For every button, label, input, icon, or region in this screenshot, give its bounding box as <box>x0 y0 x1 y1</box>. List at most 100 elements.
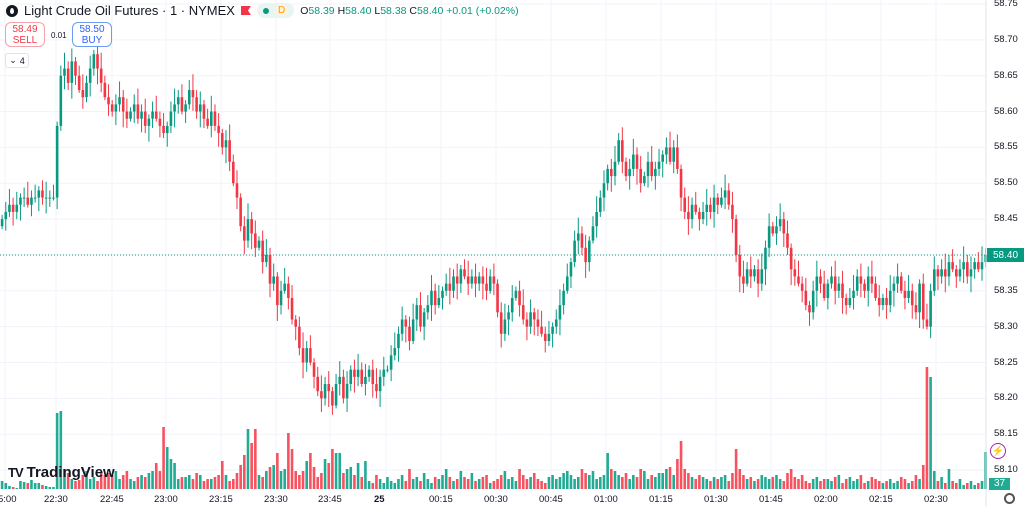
volume-bar <box>646 479 650 489</box>
volume-bar <box>947 469 951 489</box>
volume-bar <box>121 475 125 489</box>
volume-bar <box>33 483 37 489</box>
candle-body <box>367 369 371 377</box>
volume-bar <box>918 479 921 489</box>
volume-bar <box>951 481 954 489</box>
volume-bar <box>375 475 378 489</box>
volume-bar <box>565 471 569 489</box>
volume-bar <box>786 473 789 489</box>
candle-body <box>441 290 444 298</box>
volume-bar <box>444 469 448 489</box>
candle-body <box>0 219 4 227</box>
candle-body <box>951 262 954 270</box>
volume-bar <box>921 465 925 489</box>
market-status[interactable]: D <box>256 3 295 18</box>
price-tick: 58.65 <box>994 69 1018 81</box>
candle-body <box>514 290 518 298</box>
volume-bar <box>709 481 712 489</box>
volume-bar <box>639 469 642 489</box>
candle-body <box>397 333 400 349</box>
time-tick: 23:15 <box>209 494 233 505</box>
candle-body <box>731 204 734 220</box>
candle-body <box>866 276 870 291</box>
volume-bar <box>903 479 907 489</box>
volume-bar <box>433 477 437 489</box>
candle-body <box>154 111 158 119</box>
time-tick: 22:45 <box>100 494 124 505</box>
volume-bar <box>81 475 85 489</box>
candle-body <box>184 104 187 112</box>
settings-gear-icon[interactable] <box>1004 493 1015 504</box>
time-tick: 23:45 <box>318 494 342 505</box>
candle-body <box>496 283 499 313</box>
candle-body <box>969 269 973 277</box>
volume-bar <box>265 471 268 489</box>
volume-bar <box>173 463 176 489</box>
volume-bar <box>940 477 943 489</box>
candle-body <box>217 125 220 134</box>
candle-body <box>855 276 859 291</box>
indicators-toggle[interactable]: ⌄ 4 <box>5 53 29 68</box>
time-tick: 25 <box>374 494 385 505</box>
candle-body <box>646 161 650 177</box>
time-tick: 01:15 <box>649 494 673 505</box>
candle-body <box>753 269 756 277</box>
sell-button[interactable]: 58.49 SELL <box>5 22 45 47</box>
symbol-title[interactable]: Light Crude Oil Futures · 1 · NYMEX <box>24 3 235 18</box>
candle-body <box>676 147 679 169</box>
volume-bar <box>393 483 397 489</box>
candle-body <box>738 254 742 277</box>
candle-body <box>107 97 110 105</box>
candle-body <box>830 276 833 284</box>
candle-body <box>129 111 132 119</box>
volume-bar <box>59 411 63 489</box>
time-tick: 23:30 <box>264 494 288 505</box>
ohlc-values: O58.39 H58.40 L58.38 C58.40 +0.01 (+0.02… <box>300 5 518 17</box>
candle-body <box>180 97 184 112</box>
candle-body <box>77 75 81 91</box>
volume-bar <box>136 477 140 489</box>
volume-bar <box>753 481 756 489</box>
volume-bar <box>327 463 331 489</box>
volume-bar <box>679 441 683 489</box>
candle-body <box>70 61 74 83</box>
volume-bar <box>55 413 59 489</box>
volume-bar <box>19 481 22 489</box>
candle-body <box>140 111 143 119</box>
volume-bar <box>466 479 470 489</box>
lightning-icon[interactable]: ⚡ <box>990 443 1006 459</box>
volume-bar <box>331 449 334 489</box>
flag-icon[interactable] <box>240 6 251 15</box>
volume-bar <box>334 453 338 489</box>
candle-body <box>650 161 653 177</box>
candle-body <box>283 283 286 291</box>
tradingview-logo[interactable]: TV TradingView <box>8 464 115 481</box>
candle-body <box>565 276 569 291</box>
volume-bar <box>301 471 305 489</box>
volume-bar <box>980 481 984 489</box>
candle-body <box>980 262 984 270</box>
volume-bar <box>162 427 165 489</box>
candle-body <box>819 276 822 284</box>
candle-body <box>881 297 885 306</box>
volume-bar <box>140 475 143 489</box>
price-tick: 58.30 <box>994 320 1018 332</box>
volume-bar <box>463 477 466 489</box>
candle-body <box>800 283 804 291</box>
candle-body <box>687 211 690 220</box>
candle-body <box>96 54 99 69</box>
volume-bar <box>881 483 885 489</box>
volume-bar <box>496 479 499 489</box>
candle-body <box>943 269 947 277</box>
volume-bar <box>276 453 279 489</box>
volume-bar <box>547 477 551 489</box>
volume-bar <box>529 477 532 489</box>
buy-button[interactable]: 58.50 BUY <box>72 22 112 47</box>
candle-body <box>569 262 573 277</box>
volume-bar <box>386 477 389 489</box>
volume-bar <box>977 483 980 489</box>
candle-body <box>804 290 808 306</box>
candle-body <box>892 283 896 291</box>
candle-body <box>536 319 540 327</box>
